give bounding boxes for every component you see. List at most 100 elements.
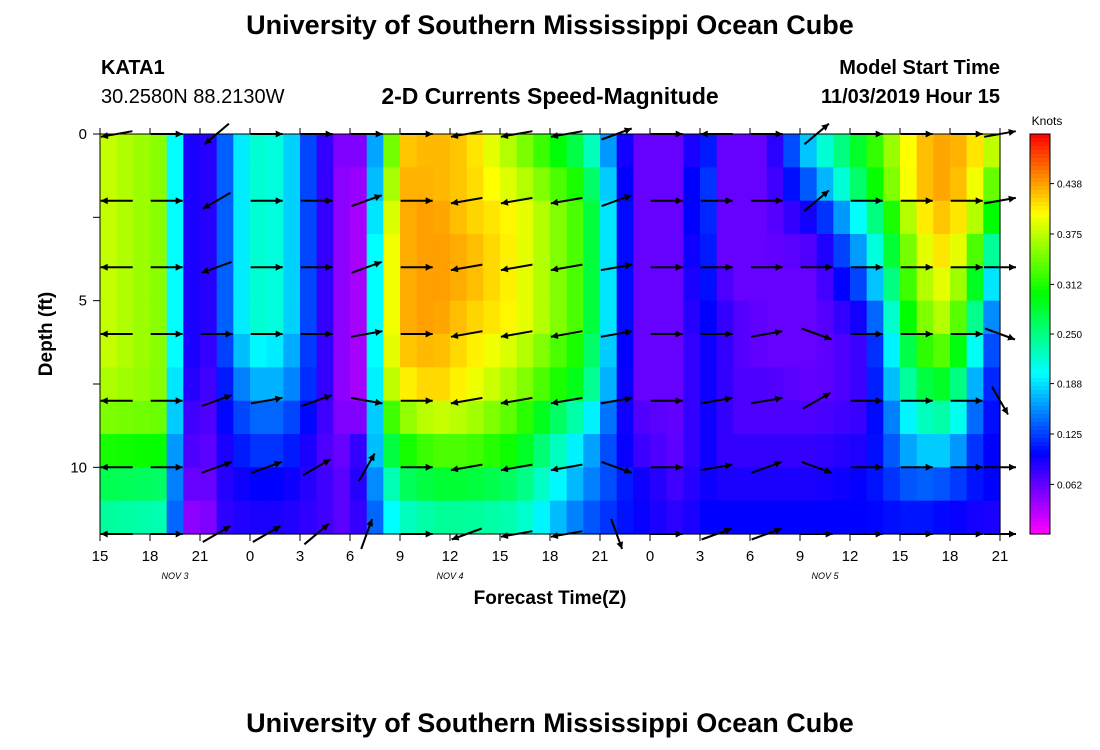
heatmap-cell	[116, 500, 134, 535]
heatmap-cell	[383, 200, 401, 235]
heatmap-cell	[166, 434, 184, 468]
heatmap-cell	[650, 500, 668, 535]
heatmap-cell	[316, 134, 334, 168]
heatmap-cell	[633, 134, 651, 168]
heatmap-cell	[566, 500, 584, 535]
heatmap-cell	[616, 200, 634, 235]
heatmap-cell	[133, 334, 151, 368]
colorbar-swatch	[1030, 466, 1050, 471]
colorbar-swatch	[1030, 334, 1050, 339]
heatmap-cell	[833, 267, 851, 302]
heatmap-cell	[250, 434, 268, 468]
heatmap-cell	[466, 200, 484, 235]
colorbar-swatch	[1030, 234, 1050, 239]
heatmap-cell	[466, 334, 484, 368]
heatmap-cell	[216, 200, 234, 235]
heatmap-cell	[183, 500, 201, 535]
heatmap-cell	[833, 300, 851, 335]
heatmap-cell	[883, 300, 901, 335]
colorbar-swatch	[1030, 494, 1050, 499]
heatmap-cell	[750, 267, 768, 302]
heatmap-cell	[733, 234, 751, 268]
heatmap-cell	[416, 267, 434, 302]
heatmap-cell	[483, 300, 501, 335]
current-vector	[850, 197, 883, 205]
heatmap-cell	[433, 434, 451, 468]
footer-title: University of Southern Mississippi Ocean…	[246, 708, 854, 738]
heatmap-cell	[366, 500, 384, 535]
colorbar-tick-label: 0.312	[1057, 280, 1082, 291]
colorbar-swatch	[1030, 210, 1050, 215]
heatmap-cell	[233, 500, 251, 535]
heatmap-cell	[200, 167, 218, 202]
colorbar-swatch	[1030, 370, 1050, 375]
heatmap-cell	[266, 334, 284, 368]
heatmap-cell	[916, 300, 934, 335]
heatmap-cell	[383, 234, 401, 268]
heatmap-cell	[700, 334, 718, 368]
heatmap-cell	[416, 467, 434, 502]
current-vector	[100, 397, 133, 405]
heatmap-cell	[583, 134, 601, 168]
heatmap-cell	[933, 134, 951, 168]
heatmap-cell	[383, 134, 401, 168]
heatmap-cell	[533, 500, 551, 535]
heatmap-cell	[850, 500, 868, 535]
colorbar-swatch	[1030, 282, 1050, 287]
heatmap-cell	[366, 400, 384, 435]
heatmap-cell	[550, 300, 568, 335]
heatmap-cell	[166, 234, 184, 268]
heatmap-cell	[750, 400, 768, 435]
colorbar-swatch	[1030, 506, 1050, 511]
heatmap-cell	[433, 234, 451, 268]
heatmap-cell	[700, 500, 718, 535]
heatmap-cell	[100, 300, 118, 335]
heatmap-cell	[916, 334, 934, 368]
heatmap-cell	[400, 434, 418, 468]
heatmap-cell	[216, 467, 234, 502]
heatmap-cell	[733, 467, 751, 502]
heatmap-cell	[383, 300, 401, 335]
heatmap-cell	[200, 367, 218, 402]
heatmap-cell	[633, 200, 651, 235]
heatmap-cell	[233, 334, 251, 368]
heatmap-cell	[516, 500, 534, 535]
heatmap-cell	[966, 234, 984, 268]
colorbar-swatch	[1030, 358, 1050, 363]
heatmap-cell	[466, 300, 484, 335]
current-vector	[251, 460, 283, 474]
heatmap-cell	[833, 334, 851, 368]
colorbar-swatch	[1030, 154, 1050, 159]
heatmap-cell	[250, 300, 268, 335]
heatmap-cell	[100, 367, 118, 402]
heatmap-cell	[716, 167, 734, 202]
heatmap-cell	[450, 300, 468, 335]
heatmap-cell	[950, 467, 968, 502]
colorbar-swatch	[1030, 254, 1050, 259]
heatmap-cell	[666, 500, 684, 535]
x-tick-label: 0	[646, 548, 654, 565]
heatmap-cell	[283, 467, 301, 502]
heatmap-cell	[550, 500, 568, 535]
heatmap-cell	[150, 334, 168, 368]
colorbar-swatch	[1030, 362, 1050, 367]
heatmap-cell	[933, 334, 951, 368]
heatmap-cell	[100, 267, 118, 302]
heatmap-cell	[400, 300, 418, 335]
heatmap-cell	[100, 500, 118, 535]
heatmap-cell	[216, 434, 234, 468]
x-tick-label: 9	[396, 548, 404, 565]
x-axis: 15 18 21 0 3 6 9 12 15 18 21 0 3 6 9 12 15 18 21 NOV 3 NOV 4…	[92, 128, 1008, 581]
current-vector	[150, 263, 183, 271]
heatmap-cell	[600, 200, 618, 235]
current-vector	[700, 462, 733, 472]
heatmap-cell	[333, 234, 351, 268]
colorbar-swatch	[1030, 330, 1050, 335]
heatmap-cell	[700, 467, 718, 502]
heatmap-cell	[200, 500, 218, 535]
heatmap-cell	[900, 200, 918, 235]
current-vector	[450, 463, 483, 473]
heatmap-cell	[233, 267, 251, 302]
heatmap-cell	[833, 167, 851, 202]
heatmap-cell	[466, 267, 484, 302]
